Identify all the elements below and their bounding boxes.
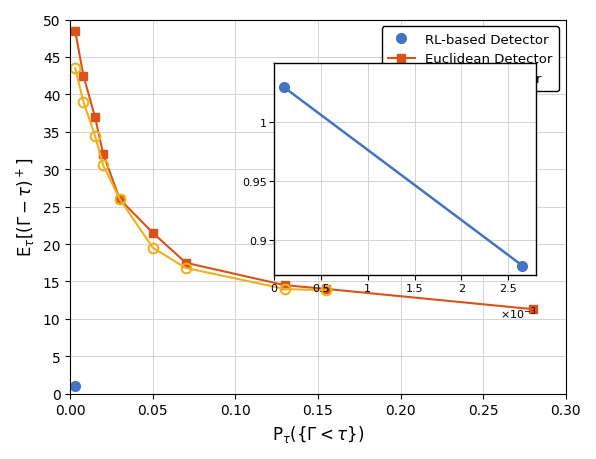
Cos-Sim Detector [72,66,79,72]
Cos-Sim Detector [281,286,288,292]
Y-axis label: $\mathrm{E}_{\tau}[(\Gamma - \tau)^+]$: $\mathrm{E}_{\tau}[(\Gamma - \tau)^+]$ [15,157,38,257]
Line: Cos-Sim Detector: Cos-Sim Detector [70,64,331,296]
Euclidean Detector [149,230,156,236]
Cos-Sim Detector [80,100,87,106]
X-axis label: $\mathrm{P}_{\tau}(\{\Gamma < \tau\})$: $\mathrm{P}_{\tau}(\{\Gamma < \tau\})$ [272,423,364,444]
Cos-Sim Detector [91,134,98,139]
Euclidean Detector [322,286,330,292]
Legend: RL-based Detector, Euclidean Detector, Cos-Sim Detector: RL-based Detector, Euclidean Detector, C… [381,27,559,92]
Euclidean Detector [91,115,98,120]
Cos-Sim Detector [149,246,156,251]
Line: Euclidean Detector: Euclidean Detector [71,28,537,313]
Cos-Sim Detector [322,288,330,294]
Euclidean Detector [72,29,79,34]
Euclidean Detector [100,152,107,157]
Text: $\times10^{-3}$: $\times10^{-3}$ [500,305,536,321]
Euclidean Detector [80,74,87,79]
Cos-Sim Detector [182,266,190,271]
Euclidean Detector [116,197,123,202]
Euclidean Detector [182,260,190,266]
Euclidean Detector [529,307,536,312]
Euclidean Detector [281,283,288,288]
Cos-Sim Detector [116,197,123,202]
Cos-Sim Detector [100,163,107,169]
